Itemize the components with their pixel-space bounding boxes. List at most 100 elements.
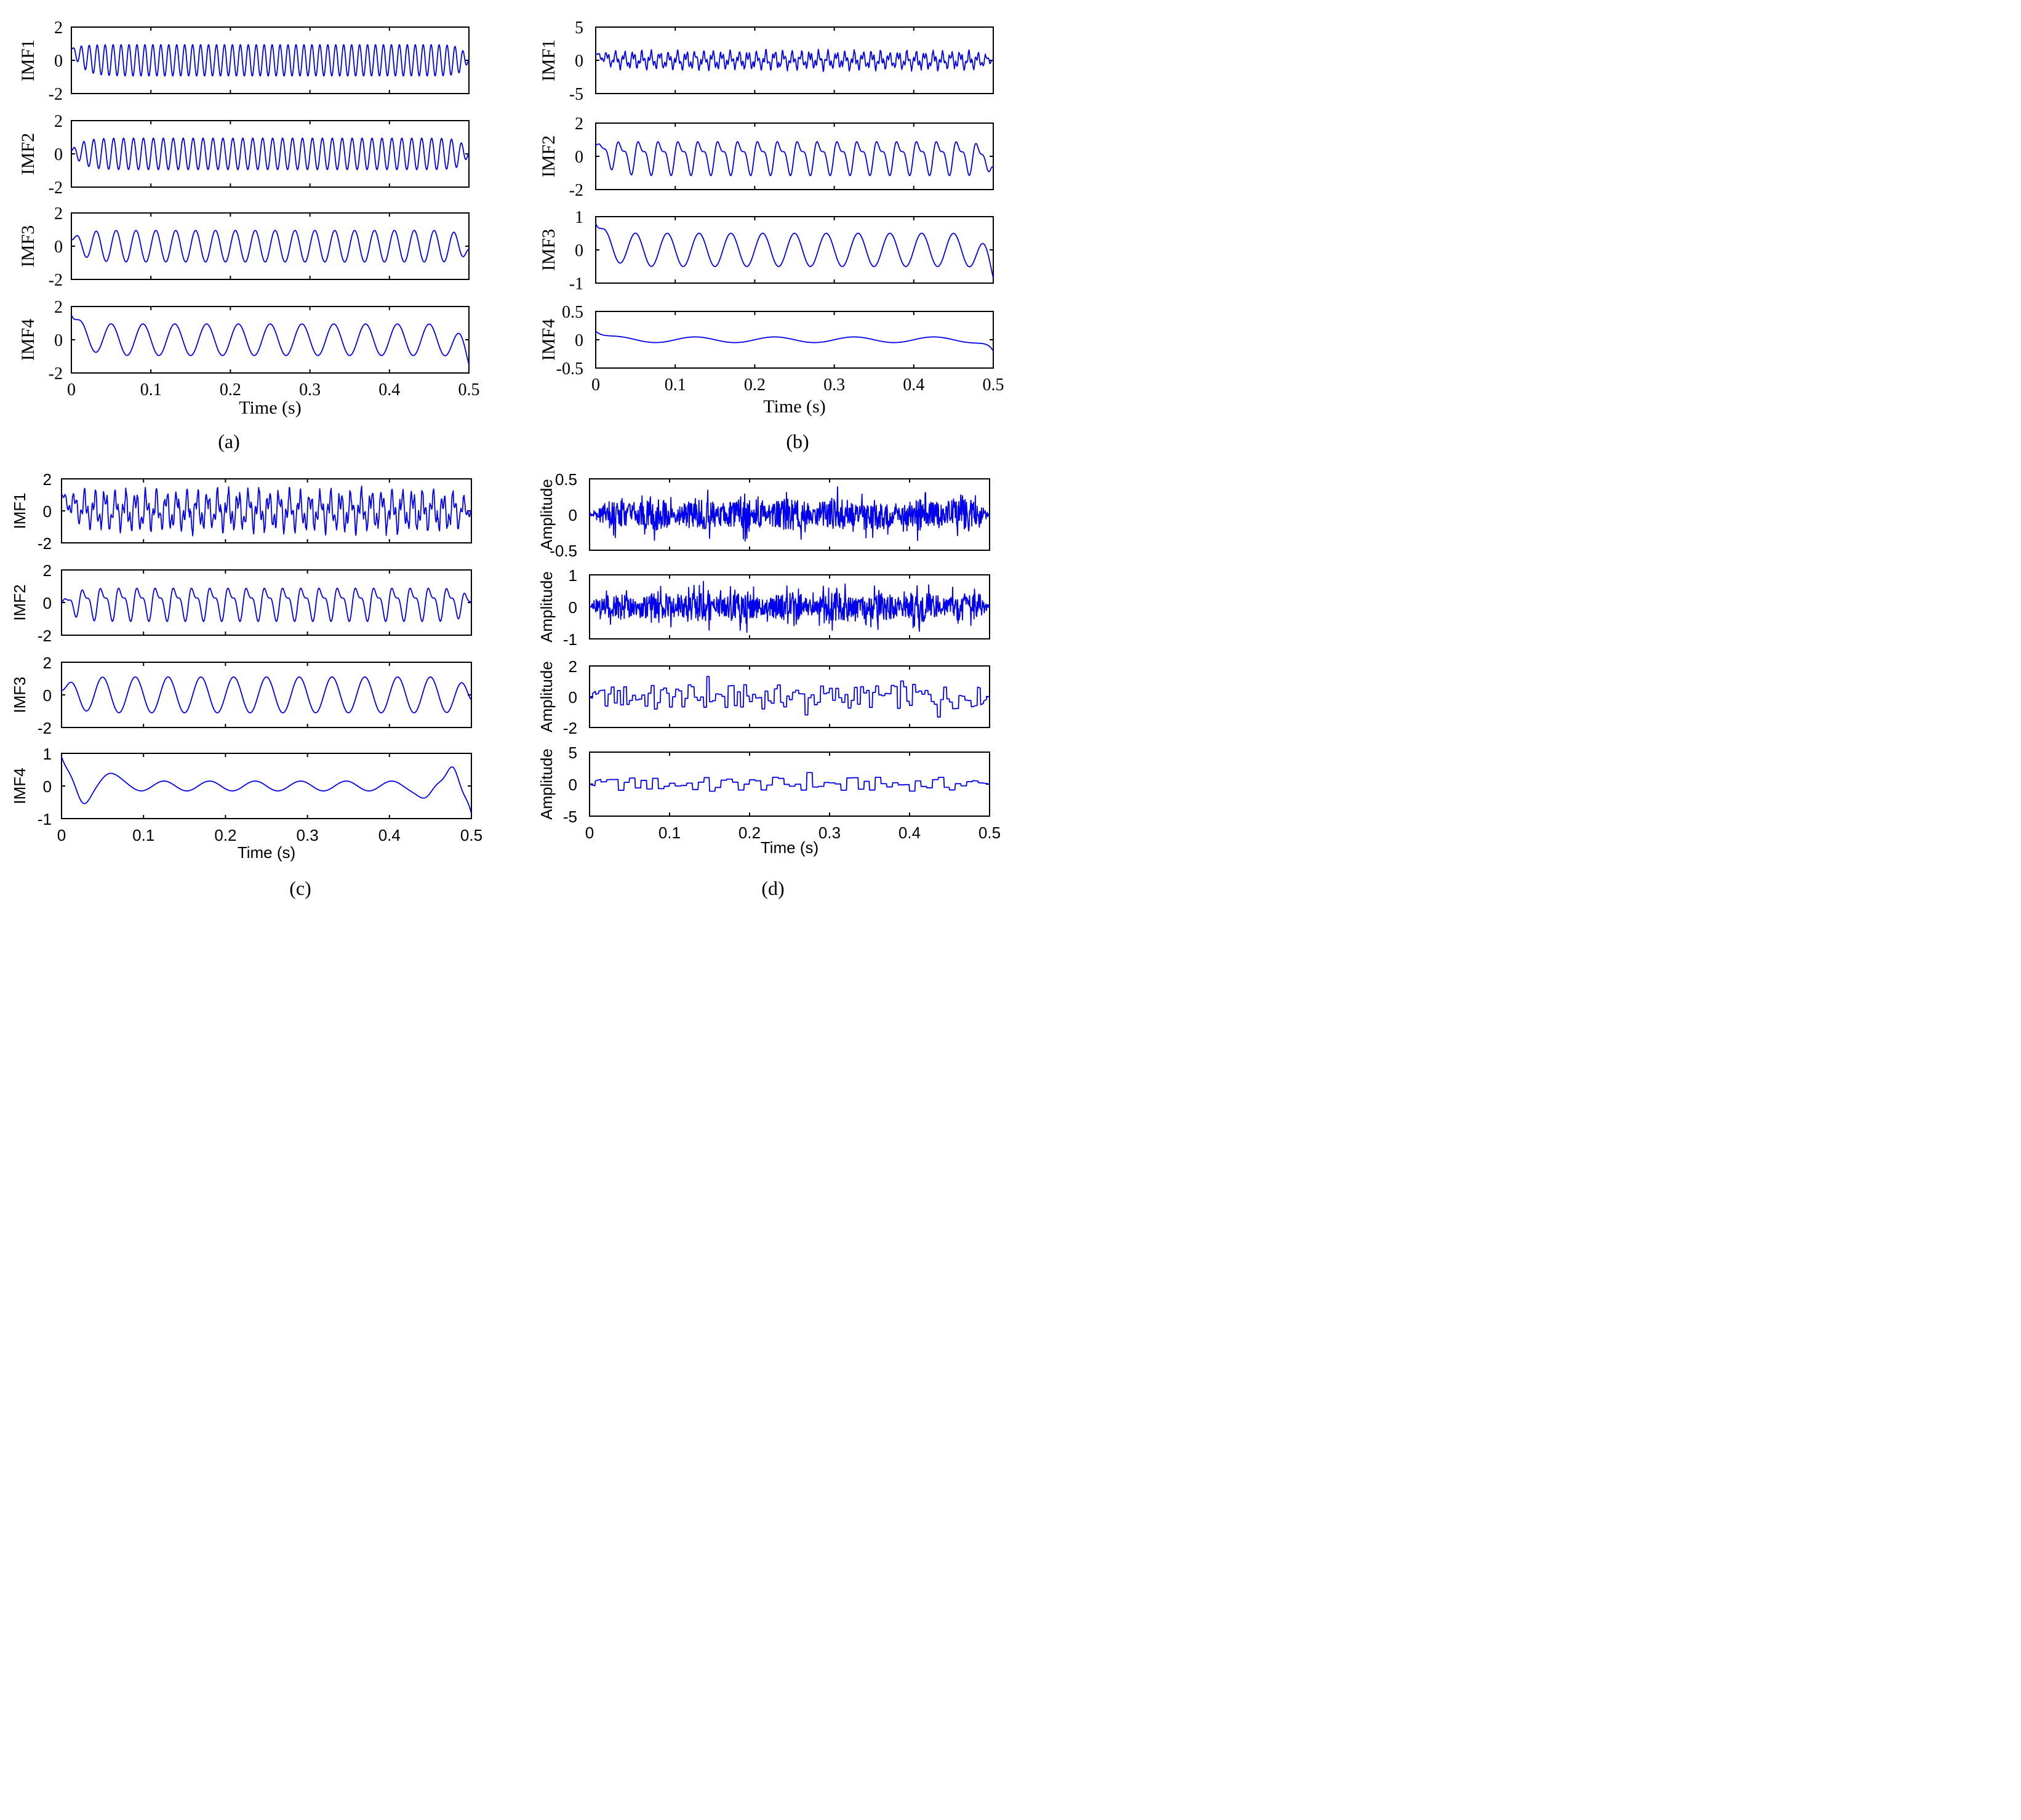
subplot-2: 2 0 -2 IMF2: [538, 114, 994, 200]
x-tick-label: 0.4: [903, 375, 924, 395]
y-axis-label: IMF4: [18, 319, 38, 361]
series-line: [71, 315, 470, 365]
subplot-2: 2 0 -2 IMF2: [18, 112, 470, 198]
y-tick-label: -5: [569, 85, 583, 104]
y-tick-label: 0: [43, 502, 52, 521]
x-tick-label: 0.3: [297, 826, 319, 844]
y-tick-label: 5: [569, 744, 577, 762]
y-tick-label: -2: [563, 719, 577, 737]
subplot-1: 2 0 -2 IMF1: [18, 18, 470, 104]
y-tick-label: -0.5: [550, 542, 577, 560]
subplot-4: 5 0 -5 Amplitude 0 0.1 0.2 0.3 0.4 0.5 Time (s): [537, 744, 1001, 857]
y-axis-label: Amplitude: [537, 748, 556, 820]
y-tick-label: -2: [38, 627, 52, 645]
series-line: [595, 223, 994, 279]
series-line: [61, 485, 472, 537]
y-tick-label: 0: [575, 148, 583, 167]
y-tick-label: -2: [569, 181, 583, 200]
series-line: [589, 772, 990, 792]
series-line: [61, 756, 472, 814]
y-axis-label: IMF1: [538, 39, 559, 81]
x-tick-label: 0.4: [378, 380, 400, 399]
y-tick-label: 1: [43, 745, 52, 763]
series-line: [71, 44, 470, 77]
x-tick-label: 0.1: [658, 824, 681, 842]
x-tick-label: 0: [67, 380, 76, 399]
y-tick-label: 1: [569, 566, 577, 585]
x-tick-label: 0.2: [738, 824, 761, 842]
subplot-3: 1 0 -1 IMF3: [538, 208, 994, 294]
panel-caption: (b): [786, 430, 809, 452]
y-tick-label: -2: [49, 271, 63, 290]
axes-box: [61, 569, 472, 636]
y-tick-label: 0: [54, 331, 63, 350]
series-line: [61, 587, 472, 622]
axes-box: [595, 216, 994, 284]
figure: 2 0 -2 IMF1 2 0 -2 IMF2 2 0 -2 IMF3 2 0 -2 IMF4 0 0.1 0.2 0…: [0, 0, 1010, 911]
x-tick-label: 0.5: [458, 380, 480, 399]
x-tick-label: 0.2: [744, 375, 766, 395]
y-tick-label: -1: [563, 630, 577, 649]
x-tick-label: 0.3: [823, 375, 845, 395]
series-line: [71, 137, 470, 170]
y-tick-label: 0: [43, 777, 52, 796]
x-axis-label: Time (s): [239, 398, 301, 418]
y-tick-label: 0.5: [562, 303, 583, 322]
y-axis-label: IMF2: [10, 584, 29, 620]
panel-c: 2 0 -2 IMF1 2 0 -2 IMF2 2 0 -2 IMF3 1 0 -1 IMF4 0 0.1 0.2 0…: [10, 470, 482, 899]
subplot-3: 2 0 -2 IMF3: [10, 654, 472, 737]
y-tick-label: -2: [49, 364, 63, 383]
x-tick-label: 0.3: [299, 380, 321, 399]
subplot-3: 2 0 -2 IMF3: [18, 204, 470, 290]
y-tick-label: -2: [38, 719, 52, 737]
x-tick-label: 0: [585, 824, 594, 842]
x-tick-label: 0.1: [665, 375, 686, 395]
subplot-1: 2 0 -2 IMF1: [10, 470, 472, 553]
y-tick-label: 0: [575, 52, 583, 71]
x-tick-label: 0.2: [214, 826, 236, 844]
y-axis-label: IMF3: [538, 229, 559, 271]
x-axis-label: Time (s): [763, 396, 825, 417]
series-line: [589, 580, 990, 633]
subplot-1: 5 0 -5 IMF1: [538, 18, 994, 104]
y-tick-label: -0.5: [556, 359, 583, 379]
y-axis-label: IMF1: [18, 39, 38, 81]
y-tick-label: 2: [43, 561, 52, 580]
y-axis-label: IMF4: [10, 768, 29, 804]
y-tick-label: 2: [575, 114, 583, 134]
series-line: [61, 676, 472, 714]
y-tick-label: 2: [54, 112, 63, 131]
x-axis-label: Time (s): [761, 838, 818, 857]
subplot-3: 2 0 -2 Amplitude: [537, 657, 990, 737]
y-tick-label: 0: [575, 241, 583, 260]
x-tick-label: 0.5: [460, 826, 482, 844]
x-tick-label: 0.4: [898, 824, 921, 842]
subplot-4: 1 0 -1 IMF4 0 0.1 0.2 0.3 0.4 0.5 Time (s): [10, 745, 482, 862]
y-tick-label: 2: [54, 298, 63, 317]
y-axis-label: IMF4: [538, 319, 559, 361]
subplot-2: 1 0 -1 Amplitude: [537, 566, 990, 649]
x-tick-label: 0.5: [983, 375, 1004, 395]
x-tick-label: 0: [57, 826, 66, 844]
series-line: [71, 230, 470, 263]
x-tick-label: 0.1: [132, 826, 154, 844]
y-tick-label: -2: [49, 178, 63, 198]
y-tick-label: 2: [569, 657, 577, 676]
y-tick-label: 2: [54, 204, 63, 223]
x-tick-label: 0: [591, 375, 600, 395]
axes-box: [71, 306, 470, 374]
y-tick-label: 0: [43, 594, 52, 612]
x-tick-label: 0.4: [378, 826, 401, 844]
axes-box: [61, 662, 472, 728]
y-axis-label: IMF1: [10, 492, 29, 529]
y-tick-label: 0: [569, 506, 577, 524]
y-axis-label: IMF2: [538, 135, 559, 177]
subplot-2: 2 0 -2 IMF2: [10, 561, 472, 645]
y-tick-label: 2: [54, 18, 63, 38]
y-axis-label: Amplitude: [537, 661, 556, 732]
panel-d: 0.50-0.5Amplitude10-1Amplitude20-2Amplit…: [537, 470, 1001, 899]
